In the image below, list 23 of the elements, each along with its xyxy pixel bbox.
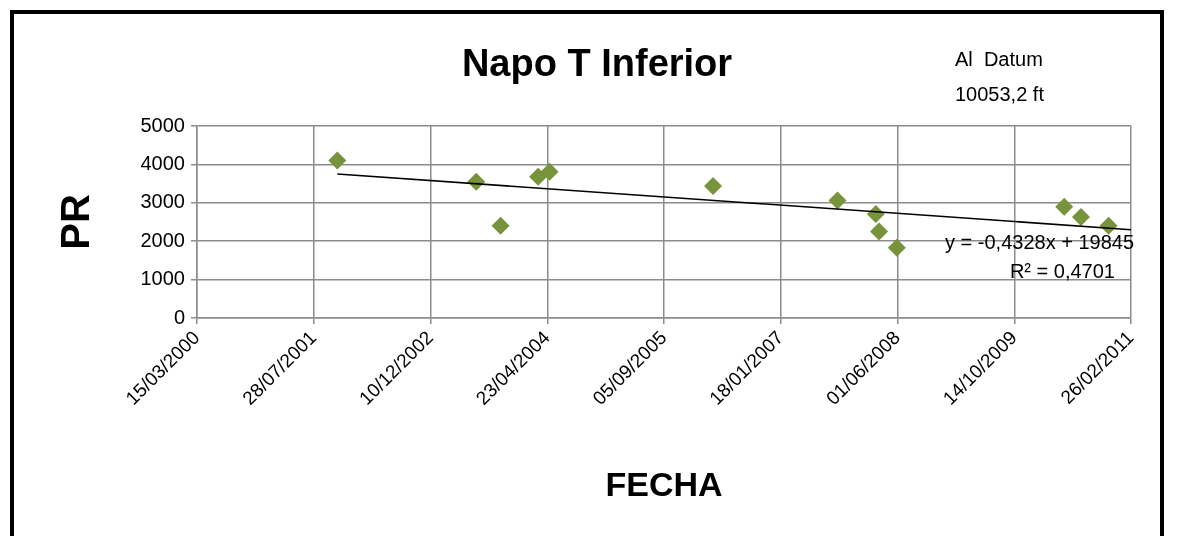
annotation: R² = 0,4701 bbox=[1009, 259, 1115, 282]
y-tick-label: 4000 bbox=[140, 151, 185, 174]
annotation: y = -0,4328x + 19845 bbox=[945, 230, 1135, 253]
point bbox=[529, 167, 548, 186]
point bbox=[704, 176, 723, 195]
point bbox=[328, 151, 347, 170]
y-tick-label: 5000 bbox=[140, 113, 185, 136]
y-tick-label: 1000 bbox=[140, 267, 185, 290]
y-tick-label: 2000 bbox=[140, 228, 185, 251]
chart-title: Napo T Inferior bbox=[461, 42, 733, 85]
y-axis-title: PR bbox=[53, 194, 98, 250]
point bbox=[1072, 208, 1091, 227]
point bbox=[870, 222, 889, 241]
point bbox=[828, 191, 847, 210]
text: 10053,2 ft bbox=[955, 82, 1045, 105]
point bbox=[540, 162, 559, 181]
y-tick-label: 3000 bbox=[140, 190, 185, 213]
point bbox=[491, 216, 510, 235]
x-axis-title: FECHA bbox=[605, 465, 723, 504]
y-tick-label: 0 bbox=[173, 305, 185, 328]
point bbox=[1055, 197, 1074, 216]
point bbox=[887, 238, 906, 257]
text: Al Datum bbox=[955, 47, 1043, 70]
